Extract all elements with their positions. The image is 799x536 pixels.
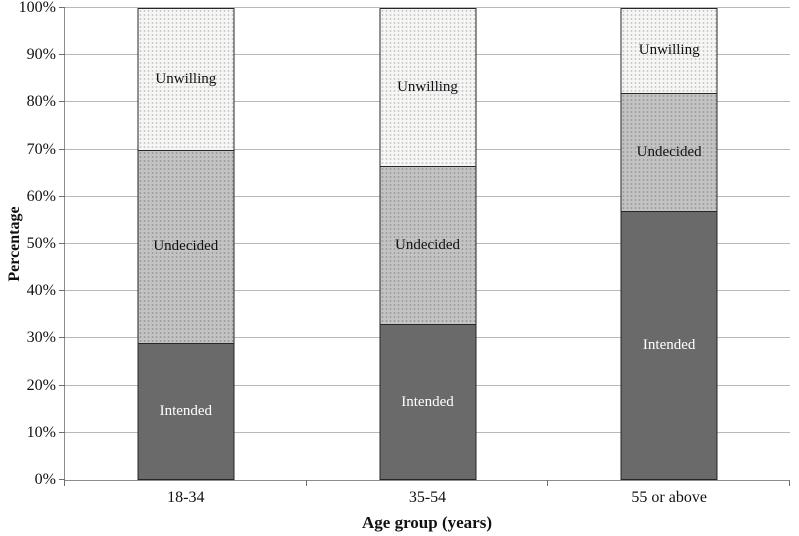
segment-intended-35-54: Intended (379, 324, 476, 480)
y-tick-mark (59, 54, 65, 56)
category-label-35-54: 35-54 (408, 489, 447, 506)
gridline-100% (65, 7, 790, 8)
y-tick-label: 80% (26, 93, 56, 111)
segment-label: Undecided (153, 238, 219, 255)
y-tick-mark (59, 148, 65, 150)
segment-unwilling-35-54: Unwilling (379, 8, 476, 167)
x-tick-mark (547, 480, 549, 486)
y-tick-label: 40% (26, 282, 56, 300)
segment-undecided-55 or above: Undecided (620, 92, 718, 211)
category-label-55 or above: 55 or above (631, 489, 707, 506)
segment-label: Unwilling (397, 79, 458, 96)
segment-label: Unwilling (155, 70, 217, 87)
segment-undecided-18-34: Undecided (137, 149, 235, 344)
bar-35-54: Intended Undecided Unwilling (379, 8, 476, 480)
x-axis-title: Age group (years) (362, 513, 492, 532)
segment-label: Undecided (636, 143, 702, 160)
y-tick-mark (59, 243, 65, 244)
y-tick-mark (59, 337, 65, 339)
segment-unwilling-55 or above: Unwilling (620, 8, 718, 93)
bar-55 or above: Intended Undecided Unwilling (620, 8, 718, 480)
y-tick-label: 0% (34, 471, 56, 488)
y-tick-label: 70% (26, 140, 56, 158)
y-tick-label: 30% (26, 329, 56, 347)
y-tick-mark (59, 384, 65, 386)
y-tick-label: 50% (26, 235, 56, 252)
x-tick-mark (789, 480, 790, 486)
segment-label: Intended (159, 403, 213, 420)
y-tick-mark (59, 431, 65, 433)
y-tick-mark (59, 290, 65, 292)
bar-18-34: Intended Undecided Unwilling (137, 8, 235, 480)
plot-area: 0% 10% 20% 30% 40% 50% 60% 70% 80% 90% 100% Intende… (19, 0, 790, 506)
y-tick-label: 10% (26, 423, 56, 441)
x-tick-mark (64, 480, 65, 486)
segment-intended-55 or above: Intended (620, 210, 718, 480)
y-tick-mark (59, 7, 65, 8)
y-tick-label: 20% (26, 376, 56, 394)
segment-unwilling-18-34: Unwilling (137, 8, 235, 150)
segment-label: Unwilling (638, 42, 700, 59)
y-tick-label: 100% (18, 0, 56, 16)
category-label-18-34: 18-34 (167, 489, 205, 506)
segment-label: Intended (642, 336, 696, 353)
y-tick-mark (59, 195, 65, 197)
y-tick-label: 90% (26, 46, 56, 64)
y-tick-label: 60% (26, 187, 56, 205)
segment-label: Intended (401, 393, 454, 410)
segment-intended-18-34: Intended (137, 343, 235, 480)
segment-label: Undecided (395, 237, 460, 254)
segment-undecided-35-54: Undecided (379, 166, 476, 325)
x-tick-mark (305, 480, 307, 486)
y-tick-mark (59, 479, 65, 480)
y-axis-title: Percentage (6, 206, 23, 282)
y-tick-mark (59, 101, 65, 103)
